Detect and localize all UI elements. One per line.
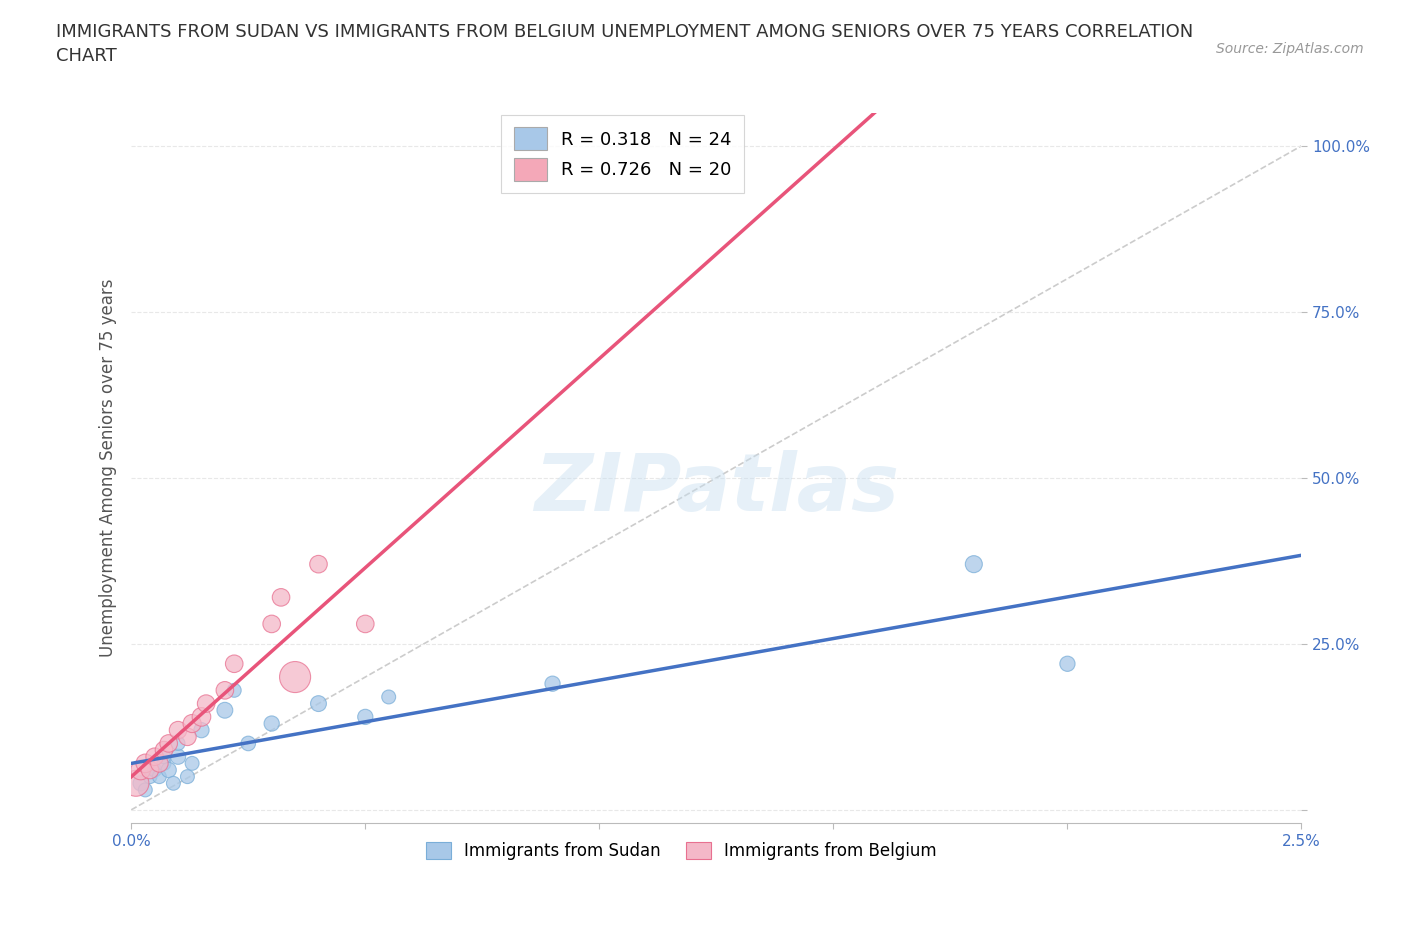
Point	[354, 617, 377, 631]
Point	[143, 763, 166, 777]
Point	[167, 750, 190, 764]
Point	[541, 676, 564, 691]
Point	[214, 683, 236, 698]
Point	[190, 710, 212, 724]
Text: IMMIGRANTS FROM SUDAN VS IMMIGRANTS FROM BELGIUM UNEMPLOYMENT AMONG SENIORS OVER: IMMIGRANTS FROM SUDAN VS IMMIGRANTS FROM…	[56, 23, 1194, 65]
Point	[224, 657, 246, 671]
Point	[176, 769, 198, 784]
Point	[139, 763, 162, 777]
Point	[195, 697, 218, 711]
Point	[238, 736, 260, 751]
Point	[148, 769, 170, 784]
Point	[157, 763, 180, 777]
Point	[181, 756, 204, 771]
Point	[176, 729, 198, 744]
Point	[354, 710, 377, 724]
Point	[129, 776, 152, 790]
Point	[153, 743, 176, 758]
Point	[1056, 657, 1078, 671]
Point	[153, 756, 176, 771]
Point	[134, 756, 156, 771]
Point	[260, 617, 283, 631]
Point	[260, 716, 283, 731]
Point	[153, 750, 176, 764]
Legend: Immigrants from Sudan, Immigrants from Belgium: Immigrants from Sudan, Immigrants from B…	[418, 833, 945, 868]
Point	[129, 763, 152, 777]
Text: ZIPatlas: ZIPatlas	[534, 450, 898, 528]
Text: Source: ZipAtlas.com: Source: ZipAtlas.com	[1216, 42, 1364, 56]
Point	[214, 703, 236, 718]
Point	[224, 683, 246, 698]
Point	[167, 723, 190, 737]
Point	[308, 557, 330, 572]
Point	[284, 670, 307, 684]
Point	[139, 769, 162, 784]
Point	[134, 782, 156, 797]
Point	[308, 697, 330, 711]
Point	[167, 736, 190, 751]
Point	[270, 590, 292, 604]
Point	[148, 756, 170, 771]
Point	[190, 723, 212, 737]
Point	[143, 750, 166, 764]
Point	[377, 689, 399, 704]
Point	[181, 716, 204, 731]
Point	[963, 557, 986, 572]
Point	[157, 736, 180, 751]
Point	[162, 776, 184, 790]
Point	[125, 776, 148, 790]
Y-axis label: Unemployment Among Seniors over 75 years: Unemployment Among Seniors over 75 years	[100, 279, 117, 658]
